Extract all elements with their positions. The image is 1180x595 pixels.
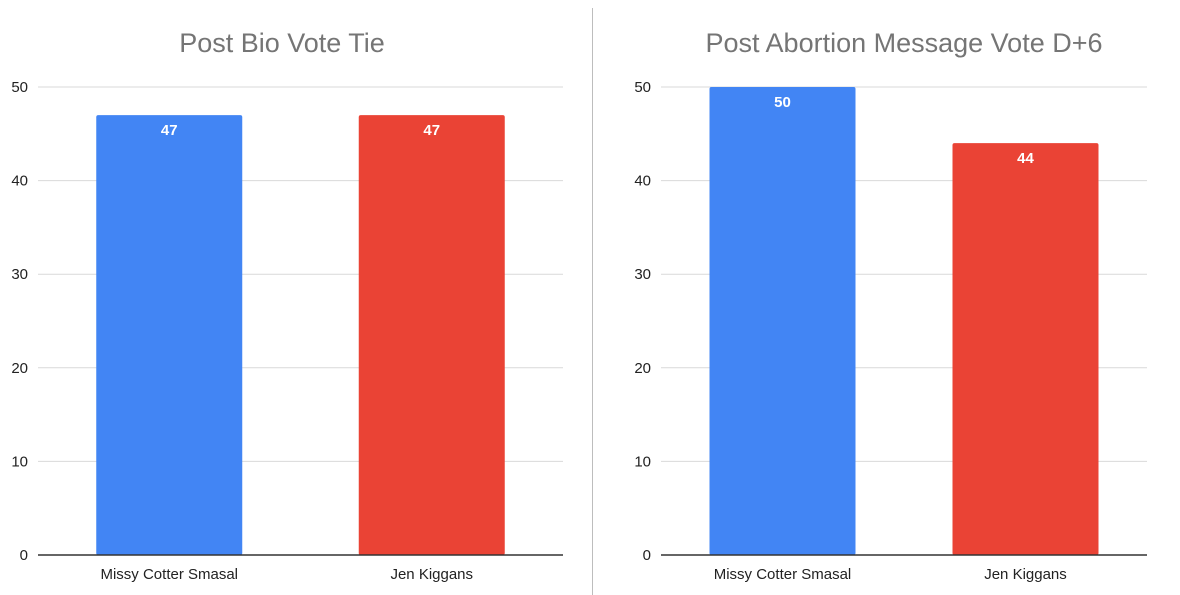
data-label: 47 (161, 122, 178, 139)
chart-divider (592, 8, 593, 595)
data-label: 44 (1017, 150, 1034, 167)
bar-missy-cotter-smasal (709, 87, 856, 555)
y-tick-label: 10 (11, 453, 28, 470)
chart-title: Post Abortion Message Vote D+6 (706, 28, 1103, 58)
y-tick-label: 20 (11, 360, 28, 377)
bar-missy-cotter-smasal (96, 115, 243, 555)
y-tick-label: 50 (11, 79, 28, 96)
x-category-label: Missy Cotter Smasal (100, 566, 238, 583)
bar-jen-kiggans (358, 115, 505, 555)
data-label: 50 (774, 94, 791, 111)
bar-jen-kiggans (952, 143, 1099, 555)
y-tick-label: 40 (11, 173, 28, 190)
data-label: 47 (423, 122, 440, 139)
y-tick-label: 10 (634, 453, 651, 470)
x-category-label: Jen Kiggans (984, 566, 1067, 583)
y-tick-label: 0 (643, 547, 651, 564)
chart-post-bio-vote-tie: Post Bio Vote Tie 0 10 20 30 40 50 47 Missy Cot… (11, 28, 563, 583)
chart-post-abortion-message-vote: Post Abortion Message Vote D+6 0 10 20 30 40… (634, 28, 1147, 583)
y-tick-label: 30 (11, 266, 28, 283)
x-category-label: Missy Cotter Smasal (714, 566, 852, 583)
y-tick-label: 0 (20, 547, 28, 564)
y-tick-label: 20 (634, 360, 651, 377)
y-tick-label: 50 (634, 79, 651, 96)
chart-title: Post Bio Vote Tie (179, 28, 385, 58)
y-tick-label: 40 (634, 173, 651, 190)
x-category-label: Jen Kiggans (390, 566, 473, 583)
y-tick-label: 30 (634, 266, 651, 283)
